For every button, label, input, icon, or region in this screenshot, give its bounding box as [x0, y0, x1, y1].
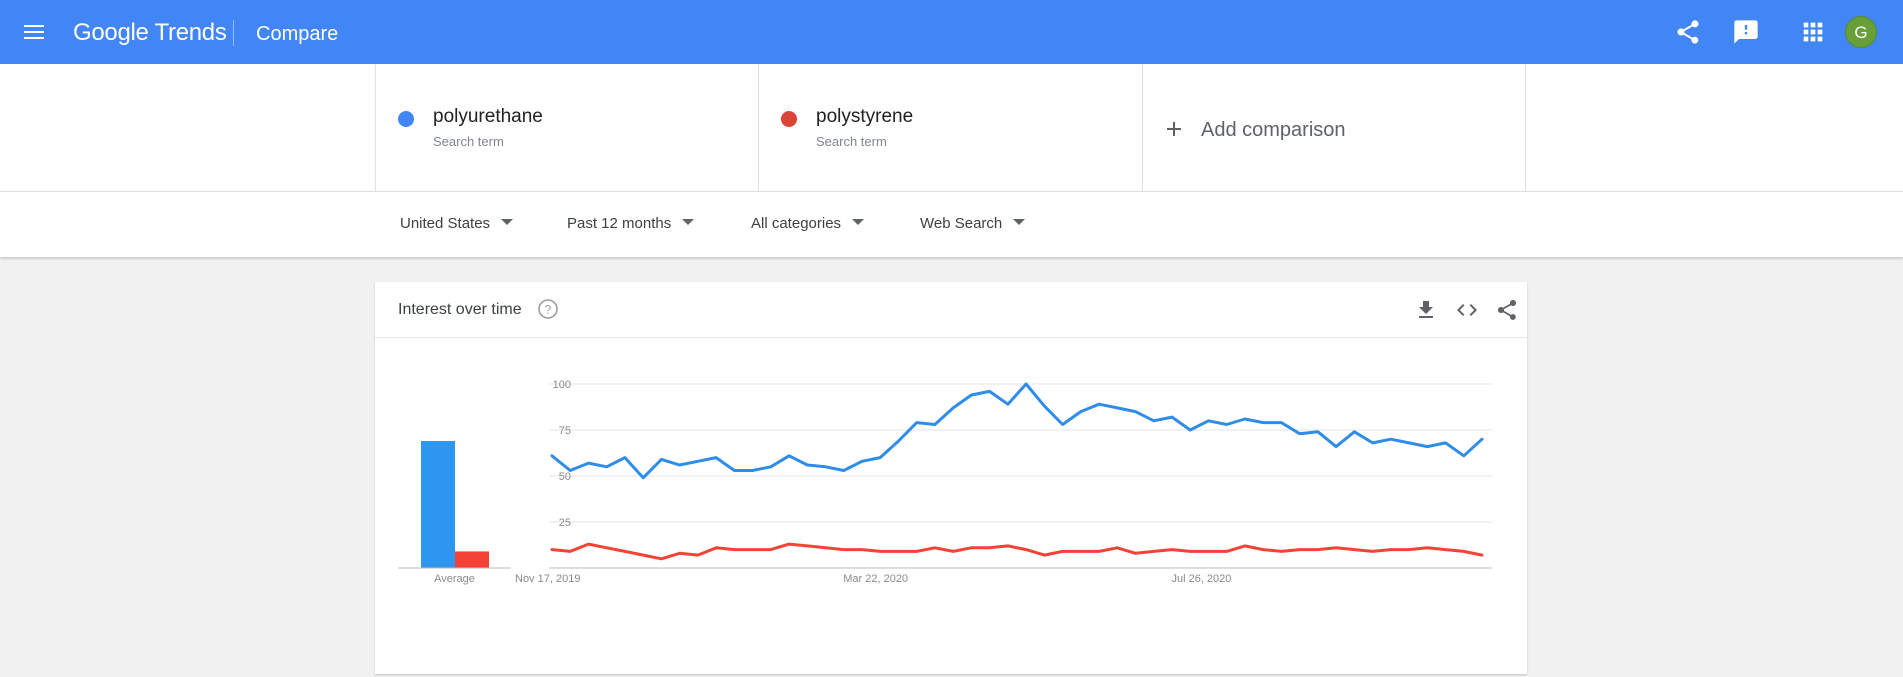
- top-app-bar: Google Trends Compare G: [0, 0, 1903, 64]
- x-tick-label: Nov 17, 2019: [515, 573, 580, 585]
- avatar[interactable]: G: [1845, 16, 1877, 48]
- share-icon[interactable]: [1495, 298, 1519, 322]
- dropdown-arrow-icon: [682, 219, 695, 226]
- category-dropdown[interactable]: All categories: [751, 215, 865, 232]
- help-icon[interactable]: ?: [536, 297, 560, 321]
- category-label: All categories: [751, 215, 842, 232]
- filter-bar: United States Past 12 months All categor…: [0, 192, 1903, 257]
- google-trends-logo[interactable]: Google Trends: [73, 20, 227, 46]
- series-line-polyurethane: [550, 382, 1484, 480]
- term-color-dot: [781, 111, 797, 127]
- add-comparison-box[interactable]: Add comparison: [1142, 64, 1526, 192]
- x-tick-label: Mar 22, 2020: [843, 573, 908, 585]
- search-term-1[interactable]: polyurethane Search term: [375, 64, 758, 192]
- dropdown-arrow-icon: [1013, 219, 1026, 226]
- card-header: Interest over time ?: [375, 282, 1527, 338]
- y-tick-label: 50: [559, 471, 571, 483]
- feedback-icon[interactable]: [1732, 18, 1760, 46]
- region-label: United States: [400, 215, 491, 232]
- term-name[interactable]: polyurethane: [433, 106, 543, 127]
- brand-trends: Trends: [154, 19, 227, 46]
- y-tick-label: 75: [559, 425, 571, 437]
- dropdown-arrow-icon: [501, 219, 514, 226]
- share-icon[interactable]: [1674, 18, 1702, 46]
- term-color-dot: [398, 111, 414, 127]
- header-divider: [233, 20, 234, 46]
- interest-over-time-card: Interest over time ? 25 50 75 100 Nov 17, 20…: [375, 282, 1527, 674]
- search-type-label: Web Search: [920, 215, 1003, 232]
- download-icon[interactable]: [1414, 298, 1438, 322]
- y-tick-label: 100: [553, 379, 571, 391]
- svg-text:?: ?: [545, 303, 552, 317]
- y-tick-label: 25: [559, 517, 571, 529]
- plus-icon: [1165, 120, 1183, 138]
- average-bar-polystyrene: [455, 551, 489, 568]
- x-tick-label: Jul 26, 2020: [1171, 573, 1231, 585]
- page-title: Compare: [256, 23, 339, 45]
- search-type-dropdown[interactable]: Web Search: [920, 215, 1026, 232]
- term-name[interactable]: polystyrene: [816, 106, 914, 127]
- search-terms-bar: polyurethane Search term polystyrene Sea…: [0, 64, 1903, 192]
- interest-over-time-chart: 25 50 75 100 Nov 17, 2019 Mar 22, 2020 Jul 26,…: [398, 379, 1492, 585]
- menu-icon[interactable]: [18, 18, 50, 46]
- time-range-label: Past 12 months: [567, 215, 672, 232]
- term-subtitle: Search term: [816, 134, 887, 149]
- series-line-polystyrene: [550, 542, 1484, 561]
- search-term-2[interactable]: polystyrene Search term: [758, 64, 1142, 192]
- average-label: Average: [434, 573, 475, 585]
- average-bar-polyurethane: [421, 441, 455, 568]
- card-title: Interest over time: [398, 301, 522, 318]
- brand-google: Google: [73, 19, 149, 46]
- term-subtitle: Search term: [433, 134, 504, 149]
- time-range-dropdown[interactable]: Past 12 months: [567, 215, 695, 232]
- region-dropdown[interactable]: United States: [400, 215, 514, 232]
- dropdown-arrow-icon: [852, 219, 865, 226]
- apps-icon[interactable]: [1799, 18, 1827, 46]
- add-comparison-button[interactable]: Add comparison: [1165, 119, 1346, 142]
- add-comparison-label: Add comparison: [1201, 119, 1346, 141]
- embed-icon[interactable]: [1455, 298, 1479, 322]
